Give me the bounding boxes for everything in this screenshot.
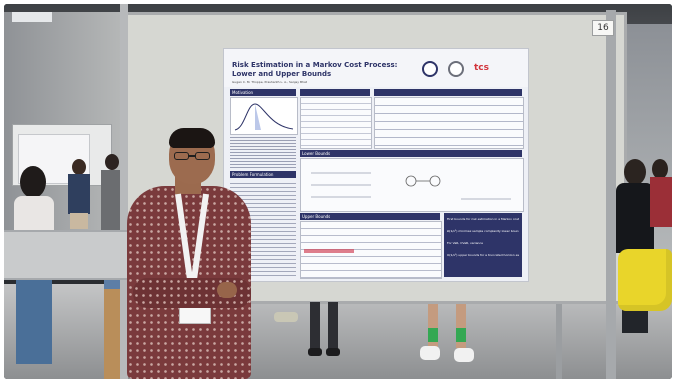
research-poster: Risk Estimation in a Markov Cost Process… [224,49,528,281]
person-left-2 [66,159,94,229]
board-post-right [606,10,616,379]
motivation-plot [230,97,298,135]
highlight-4: O(1/ε²) upper bounds for a truncated hor… [447,253,519,257]
legs-behind-board-3 [418,304,478,374]
poster-header [224,49,528,87]
poster-title-line2: Lower and Upper Bounds [232,70,332,78]
person-right-red [650,159,672,249]
photo-frame: 16 Risk Estimation in a Markov Cost Proc… [4,4,672,379]
board-post-middle [556,304,562,379]
existing-bounds-box [300,97,372,149]
highlight-3: For VaR, CVaR, variance [447,241,483,245]
motivation-text [230,135,296,169]
left-panel-frame [4,230,128,280]
section-problem-header: Problem Formulation [230,171,296,178]
presenter-hand [217,282,237,298]
institute-seal-2 [448,61,464,77]
summary-header [374,89,522,96]
existing-bounds-header [300,89,370,96]
section-upper-bounds-header: Upper Bounds [300,213,440,220]
highlight-1: First bounds for risk estimation in a Ma… [447,217,519,221]
presenter [119,124,259,379]
institute-seal-1 [422,61,438,77]
poster-authors: Gugan C. M. Thoppe, Prashanth L. A., San… [232,80,307,84]
upper-bounds-box [300,221,442,279]
presenter-glasses [174,152,212,161]
highlights-box: First bounds for risk estimation in a Ma… [444,213,522,277]
yellow-backpack [618,249,672,311]
board-number-tag: 16 [592,20,614,36]
section-lower-bounds-header: Lower Bounds [300,150,522,157]
highlight-2: Ω(1/ε²) minimax sample complexity lower … [447,229,519,233]
tcs-logo: tcs [474,63,489,73]
poster-title-line1: Risk Estimation in a Markov Cost Process… [232,61,398,69]
legs-behind-board-1 [274,304,300,328]
summary-table [374,97,524,149]
section-motivation-header: Motivation [230,89,296,96]
ceiling-light [12,12,52,22]
lower-bounds-box [300,158,524,212]
board-number: 16 [597,23,609,33]
presenter-hair [169,128,215,148]
board-post-left [120,4,128,379]
legs-behind-board-2 [306,302,346,362]
upper-bounds-highlight [304,249,354,253]
